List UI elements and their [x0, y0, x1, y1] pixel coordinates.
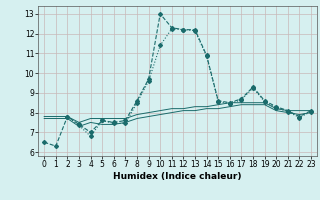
X-axis label: Humidex (Indice chaleur): Humidex (Indice chaleur) [113, 172, 242, 181]
